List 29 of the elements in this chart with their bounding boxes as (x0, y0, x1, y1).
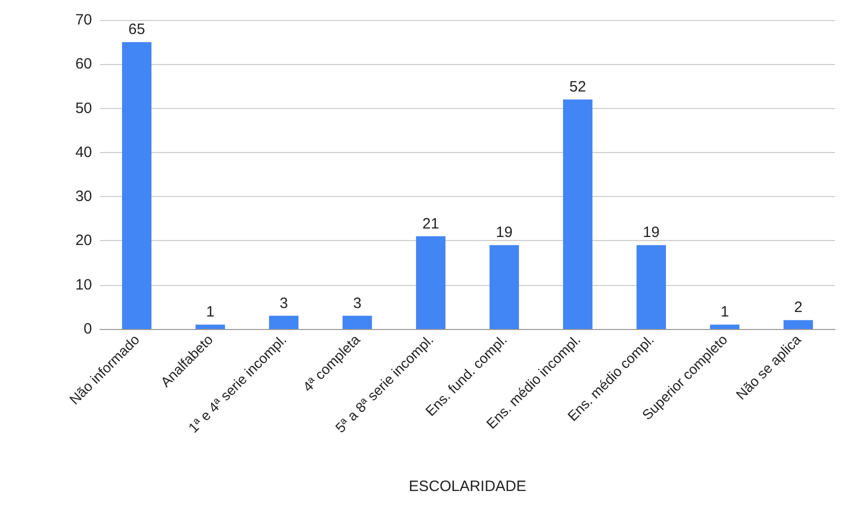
y-tick-label: 30 (75, 188, 92, 206)
data-label: 1 (206, 304, 214, 321)
data-label: 3 (353, 294, 362, 312)
data-label: 19 (496, 224, 513, 242)
y-tick-label: 40 (75, 144, 92, 161)
y-tick-label: 20 (75, 232, 92, 250)
data-label: 19 (642, 224, 660, 242)
data-label: 1 (720, 304, 729, 321)
data-label: 21 (422, 215, 440, 232)
bar (636, 245, 666, 329)
y-tick-label: 0 (84, 320, 92, 338)
bar (122, 42, 152, 329)
data-label: 3 (280, 294, 288, 312)
data-label: 65 (128, 21, 146, 38)
data-label: 52 (569, 78, 586, 96)
bar (563, 99, 592, 329)
data-label: 2 (794, 299, 802, 316)
bar (710, 324, 740, 329)
y-tick-label: 50 (75, 100, 92, 117)
bar (416, 236, 446, 329)
x-axis-title: ESCOLARIDADE (408, 478, 526, 495)
y-tick-label: 60 (75, 56, 92, 73)
y-tick-label: 10 (75, 276, 92, 294)
bar (784, 320, 813, 329)
bar (490, 245, 519, 329)
bar (196, 324, 225, 329)
bar (269, 316, 298, 329)
bar (342, 316, 372, 329)
y-tick-label: 70 (75, 12, 92, 28)
